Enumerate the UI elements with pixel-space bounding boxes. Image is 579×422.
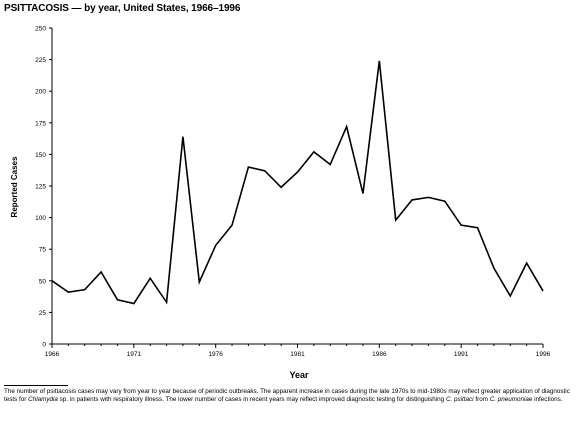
y-tick-label: 250 <box>35 26 46 33</box>
y-tick-label: 175 <box>35 120 46 127</box>
series-line <box>51 60 544 305</box>
chart-series <box>51 60 544 305</box>
footnote-italic-pneumoniae: C. pneumoniae <box>489 396 533 403</box>
y-tick-label: 150 <box>35 152 46 159</box>
footnote-text-4: infections. <box>532 396 563 403</box>
chart-axes <box>51 28 543 345</box>
y-tick-label: 0 <box>42 342 46 349</box>
footnote: The number of psittacosis cases may vary… <box>4 388 570 404</box>
y-tick-label: 75 <box>39 247 47 254</box>
footnote-text-1: The number of psittacosis cases may vary… <box>4 388 570 403</box>
x-tick-label: 1976 <box>208 351 223 358</box>
y-tick-label: 100 <box>35 215 46 222</box>
x-tick-label: 1991 <box>454 351 469 358</box>
footnote-text-2: sp. in patients with respiratory illness… <box>57 396 446 403</box>
footnote-rule <box>4 385 68 386</box>
x-tick-label: 1996 <box>536 351 551 358</box>
y-tick-label: 225 <box>35 57 46 64</box>
y-tick-label: 50 <box>39 278 47 285</box>
y-axis-label: Reported Cases <box>10 156 19 217</box>
y-tick-label: 200 <box>35 89 46 96</box>
x-tick-label: 1986 <box>372 351 387 358</box>
y-tick-label: 125 <box>35 184 46 191</box>
x-tick-label: 1971 <box>127 351 142 358</box>
footnote-italic-chlamydia: Chlamydia <box>28 396 58 403</box>
footnote-italic-psittaci: C. psittaci <box>445 396 474 403</box>
x-axis-ticks: 1966 1971 1976 1981 1986 1991 1996 <box>45 344 551 358</box>
x-tick-label: 1981 <box>290 351 305 358</box>
y-tick-label: 25 <box>39 310 47 317</box>
chart-title: PSITTACOSIS — by year, United States, 19… <box>4 3 241 14</box>
y-axis-ticks: 0 25 50 75 100 125 150 175 200 225 250 <box>35 26 52 349</box>
x-axis-label: Year <box>289 370 309 380</box>
x-tick-label: 1966 <box>45 351 60 358</box>
footnote-text-3: from <box>473 396 490 403</box>
